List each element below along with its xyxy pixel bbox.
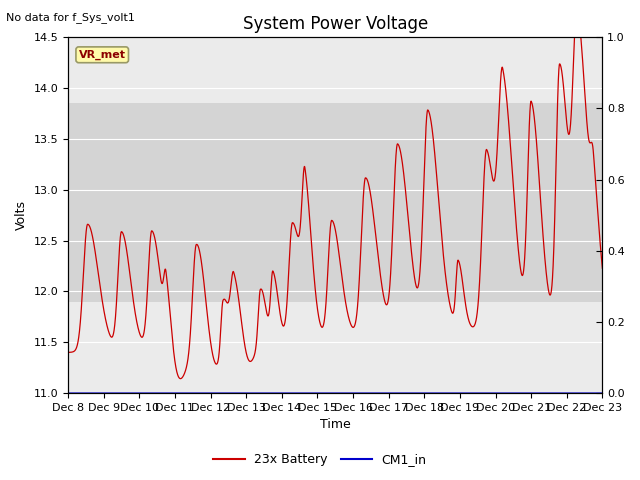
Bar xyxy=(68,103,602,301)
Legend: 23x Battery, CM1_in: 23x Battery, CM1_in xyxy=(208,448,432,471)
X-axis label: Time: Time xyxy=(320,419,351,432)
Text: No data for f_Sys_volt1: No data for f_Sys_volt1 xyxy=(6,12,135,23)
Title: System Power Voltage: System Power Voltage xyxy=(243,15,428,33)
Text: VR_met: VR_met xyxy=(79,49,125,60)
Y-axis label: Volts: Volts xyxy=(15,200,28,230)
